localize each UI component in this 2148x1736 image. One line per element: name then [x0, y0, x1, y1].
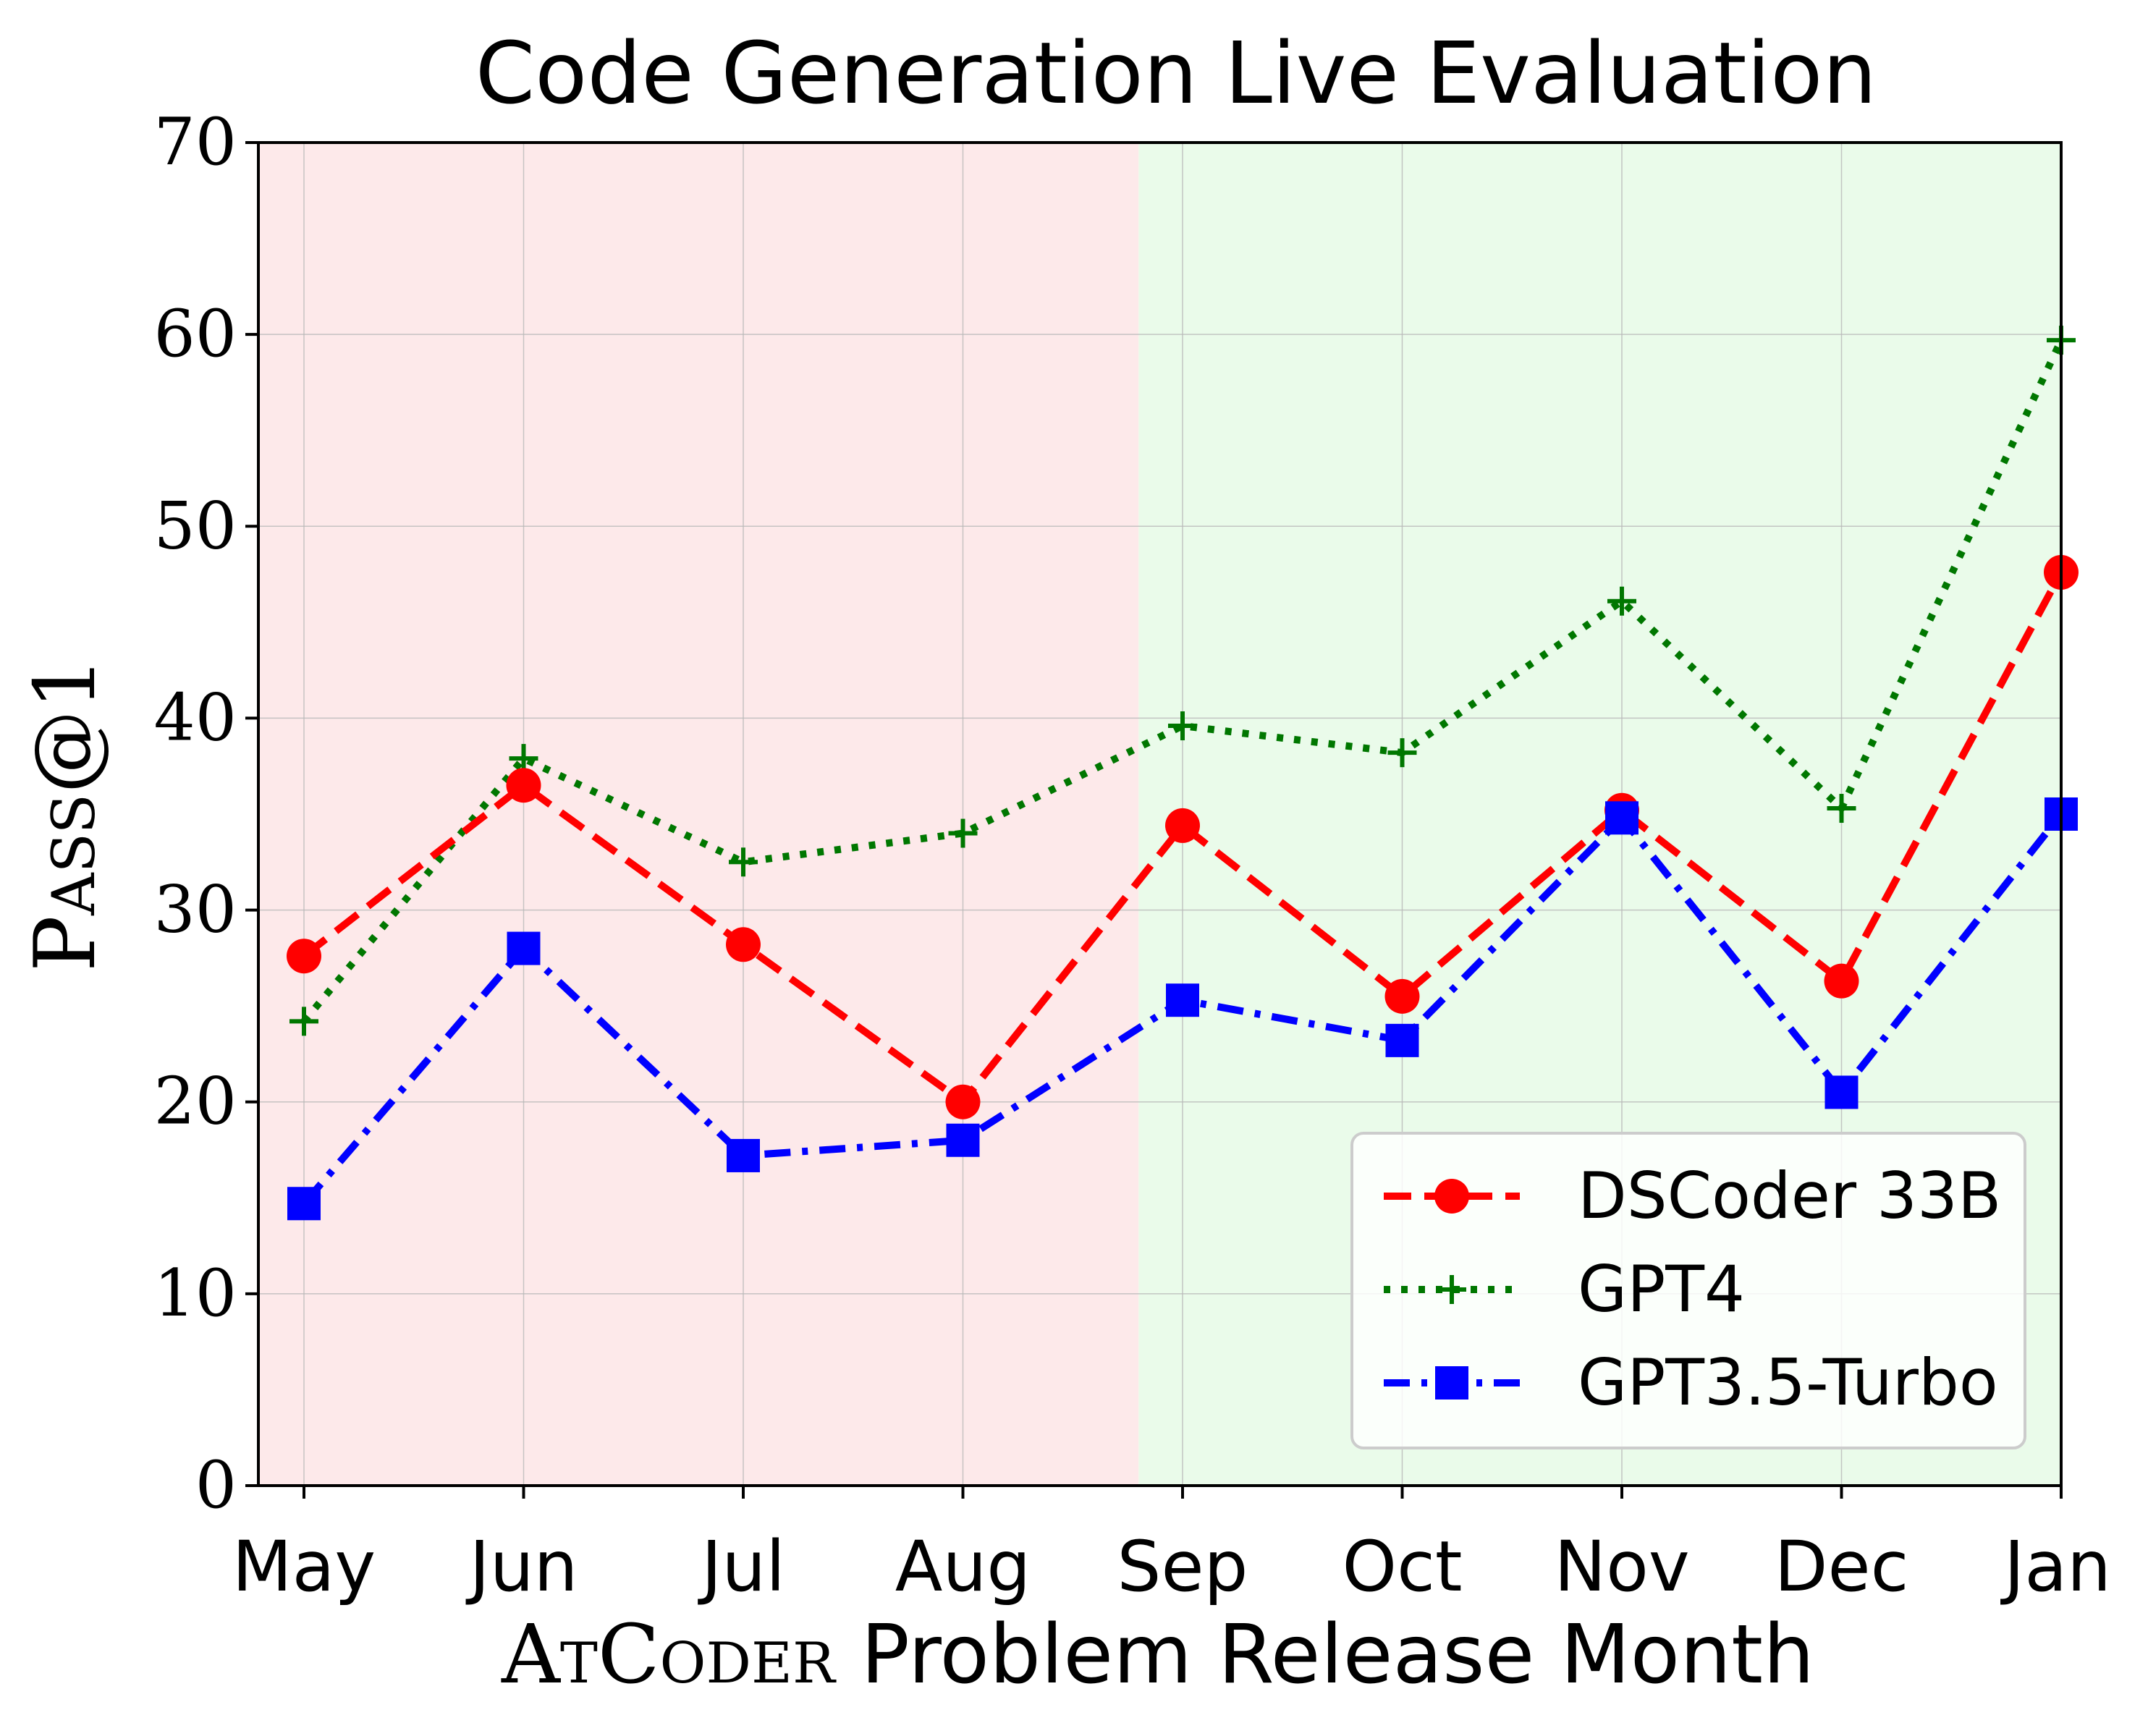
data-point: [289, 1007, 318, 1036]
y-tick-label: 10: [153, 1256, 237, 1331]
series-dscoder-33b: [287, 554, 2079, 1119]
shaded-regions: [258, 143, 2061, 1486]
data-point: [1607, 586, 1636, 616]
data-point: [1387, 738, 1417, 768]
data-point: [945, 1084, 981, 1119]
series-line: [301, 570, 2065, 1106]
data-point: [287, 1187, 321, 1221]
data-point: [1827, 794, 1856, 823]
legend-label: DSCoder 33B: [1578, 1159, 2001, 1233]
x-axis-label-rest: Problem Release Month: [861, 1608, 1814, 1702]
data-point: [507, 931, 541, 965]
data-point: [1824, 1075, 1859, 1109]
series-line: [301, 338, 2065, 1024]
x-tick-label: Sep: [1117, 1526, 1248, 1607]
y-tick-label: 0: [195, 1447, 237, 1523]
x-tick-label: May: [232, 1526, 376, 1607]
data-point: [948, 818, 978, 848]
data-point: [1168, 711, 1197, 741]
data-point: [1166, 983, 1199, 1017]
axes: 0 10 20 30 40 50 60 70 May Jun Jul Aug Sep Oct Nov Dec J…: [153, 104, 2111, 1607]
data-point: [506, 768, 541, 803]
data-point: [1384, 978, 1420, 1014]
legend-label: GPT4: [1578, 1252, 1745, 1326]
x-tick-label: Jul: [698, 1526, 785, 1607]
legend-entry: GPT3.5-Turbo: [1384, 1345, 1998, 1420]
data-point: [946, 1123, 980, 1157]
y-tick-label: 50: [153, 488, 237, 564]
data-point: [1824, 963, 1859, 999]
x-tick-label: Dec: [1775, 1526, 1909, 1607]
x-tick-label: Oct: [1342, 1526, 1463, 1607]
x-axis-label-smallcaps: AtCoder: [501, 1608, 837, 1702]
x-tick-label: Jun: [466, 1526, 578, 1607]
data-point: [726, 927, 761, 962]
y-tick-label: 60: [153, 296, 237, 372]
y-tick-label: 30: [153, 872, 237, 948]
data-point: [1434, 1179, 1469, 1214]
y-tick-label: 20: [153, 1064, 237, 1140]
x-axis-label: AtCoder Problem Release Month: [501, 1608, 1814, 1702]
y-axis-label: Pass@1: [17, 656, 114, 972]
legend-entry: DSCoder 33B: [1384, 1159, 2001, 1233]
data-point: [1385, 1023, 1419, 1057]
legend-label: GPT3.5-Turbo: [1578, 1345, 1998, 1420]
data-point: [727, 1138, 760, 1172]
data-point: [1165, 808, 1200, 843]
chart-title: Code Generation Live Evaluation: [475, 23, 1877, 123]
data-point: [1435, 1366, 1468, 1400]
x-tick-label: Aug: [895, 1526, 1031, 1607]
y-tick-label: 70: [153, 104, 237, 180]
legend-box: [1350, 1132, 2026, 1449]
shaded-region-before-cutoff: [258, 143, 1139, 1486]
data-point: [1437, 1275, 1466, 1304]
x-tick-label: Nov: [1554, 1526, 1689, 1607]
plot-frame: [257, 141, 2063, 1487]
legend-entry: GPT4: [1384, 1252, 1745, 1326]
y-tick-label: 40: [153, 679, 237, 755]
data-point: [729, 847, 758, 877]
data-point: [1605, 801, 1639, 835]
legend: DSCoder 33B GPT4 GPT3.5-Turbo: [1350, 1132, 2026, 1449]
x-tick-label: Jan: [2000, 1526, 2111, 1607]
data-point: [287, 939, 321, 974]
